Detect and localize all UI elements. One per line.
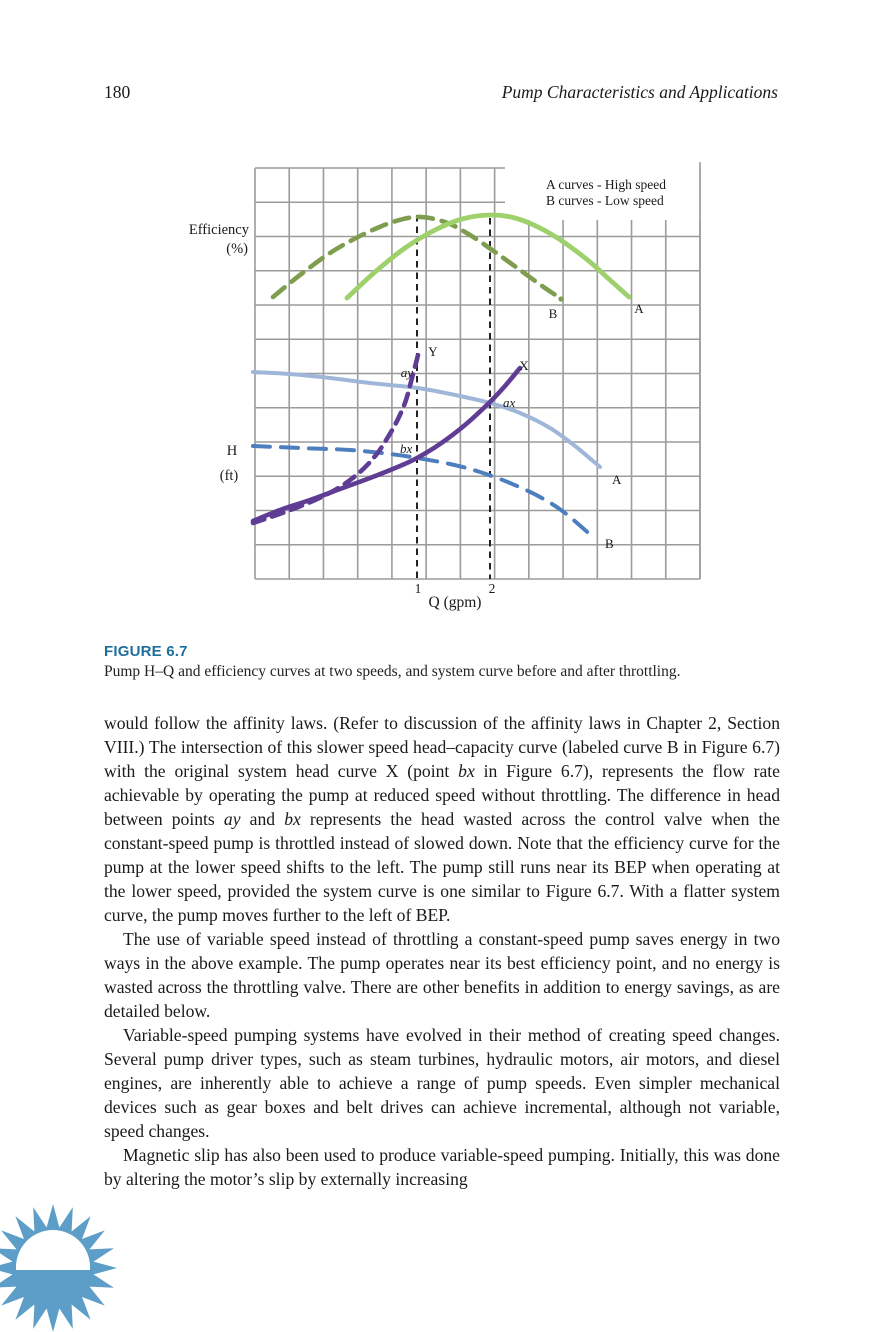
paragraph: Variable-speed pumping systems have evol… (104, 1023, 780, 1143)
efficiency-B-low-speed (270, 214, 560, 300)
body-text: would follow the affinity laws. (Refer t… (104, 711, 780, 1191)
sun-dome (16, 1230, 90, 1267)
head-A-high-speed (251, 370, 602, 469)
axis-label: Q (gpm) (429, 594, 482, 611)
system-curve-Y-throttled (250, 352, 421, 526)
grid (254, 167, 701, 580)
running-head: 180 Pump Characteristics and Application… (104, 82, 778, 103)
legend-entry: A curves - High speed (546, 177, 666, 192)
text-run: represents the head wasted across the co… (104, 809, 780, 925)
paragraph: Magnetic slip has also been used to prod… (104, 1143, 780, 1191)
italic-run: bx (458, 761, 475, 781)
text-run: The use of variable speed instead of thr… (104, 929, 780, 1021)
axis-label: (%) (226, 241, 248, 257)
legend-box (505, 162, 700, 220)
curve-label: ay (401, 365, 414, 380)
head-B-low-speed (251, 444, 595, 539)
sun-split-line (16, 1267, 90, 1270)
figure-caption-block: FIGURE 6.7 Pump H–Q and efficiency curve… (104, 643, 794, 681)
curve-label: B (549, 306, 558, 321)
italic-run: bx (284, 809, 301, 829)
tick-label: 2 (489, 581, 496, 596)
paragraph: would follow the affinity laws. (Refer t… (104, 711, 780, 927)
watermark: SEATRACKER.RU (0, 1195, 882, 1332)
sunburst (0, 1204, 117, 1332)
text-run: and (240, 809, 285, 829)
sun-logo-icon (0, 1204, 117, 1332)
curve-label: ax (503, 395, 516, 410)
running-title: Pump Characteristics and Applications (501, 82, 778, 102)
axis-label: H (227, 443, 238, 459)
italic-run: ay (223, 809, 241, 829)
tick-label: 1 (415, 581, 422, 596)
text-run: in Figure 6.7), represents the flow rate… (104, 761, 780, 829)
efficiency-B-end-dot (558, 296, 564, 302)
curve-label: X (519, 358, 529, 373)
legend-entry: B curves - Low speed (546, 193, 664, 208)
paragraph: The use of variable speed instead of thr… (104, 927, 780, 1023)
text-run: would follow the affinity laws. (Refer t… (104, 713, 780, 781)
curve-label: A (634, 301, 644, 316)
text-run: Magnetic slip has also been used to prod… (104, 1145, 780, 1189)
axis-label: (ft) (220, 468, 239, 484)
figure-caption: Pump H–Q and efficiency curves at two sp… (104, 663, 681, 680)
curve-label: A (612, 472, 622, 487)
axis-label: Efficiency (189, 222, 250, 238)
page-number: 180 (104, 82, 131, 102)
curve-label: Y (428, 344, 438, 359)
figure-label: FIGURE 6.7 (104, 643, 188, 660)
efficiency-A-high-speed (344, 212, 632, 301)
curve-label: B (605, 536, 614, 551)
curve-label: bx (400, 441, 413, 456)
system-curve-X (250, 365, 523, 524)
text-run: Variable-speed pumping systems have evol… (104, 1025, 780, 1141)
